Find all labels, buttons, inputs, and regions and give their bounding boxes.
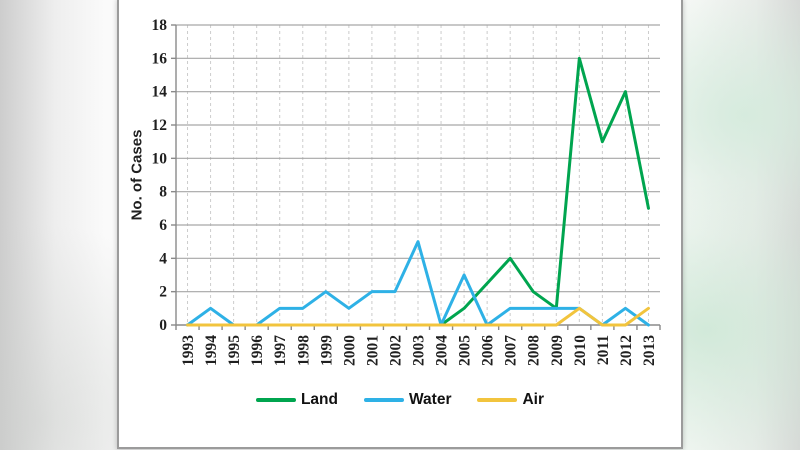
x-tick-label: 2003 [411, 335, 428, 366]
x-tick-label: 1996 [249, 335, 266, 366]
y-tick-label: 14 [152, 84, 168, 101]
legend-label-air: Air [522, 391, 545, 408]
chart-card: 0 2 4 6 8 10 12 14 16 18 1993 1994 1995 1996 1997 1998 1… [117, 0, 683, 449]
series-line-air [186, 306, 650, 327]
x-tick-label: 1997 [272, 335, 289, 366]
x-tick-label: 1994 [203, 335, 220, 366]
x-tick-label: 2007 [503, 335, 520, 366]
x-tick-label: 2008 [526, 335, 543, 366]
legend-swatch-water [363, 398, 404, 402]
x-tick-label: 2001 [364, 335, 381, 366]
x-tick-label: 2009 [549, 335, 566, 366]
x-tick-label: 1995 [226, 335, 243, 366]
y-tick-label: 4 [159, 250, 167, 267]
y-tick-label: 8 [159, 184, 167, 201]
chart-canvas: 0 2 4 6 8 10 12 14 16 18 1993 1994 1995 1996 1997 1998 1… [152, 17, 661, 366]
x-tick-label: 2010 [572, 335, 589, 366]
x-tick-label: 2000 [341, 335, 358, 366]
x-tick-label: 2006 [480, 335, 497, 366]
x-tick-label: 1998 [295, 335, 312, 366]
y-tick-label: 0 [159, 317, 167, 334]
legend-label-land: Land [300, 391, 338, 408]
y-axis-title: No. of Cases [128, 129, 146, 221]
x-tick-label: 2002 [387, 335, 404, 366]
x-tick-label: 1999 [318, 335, 335, 366]
legend-item-water: Water [363, 391, 452, 409]
series-line-water [186, 240, 650, 327]
y-tick-label: 12 [152, 117, 168, 134]
x-tick-label: 2005 [457, 335, 474, 366]
y-tick-label: 2 [159, 284, 167, 301]
x-tick-label: 1993 [180, 335, 197, 366]
legend-item-air: Air [477, 391, 544, 409]
x-tick-label: 2011 [595, 335, 612, 365]
y-tick-label: 16 [152, 50, 168, 67]
x-tick-label: 2012 [618, 335, 635, 366]
chart-legend: Land Water Air [119, 391, 681, 409]
y-tick-label: 6 [159, 217, 167, 234]
x-tick-label: 2004 [434, 335, 451, 366]
legend-item-land: Land [255, 391, 338, 409]
y-tick-label: 18 [152, 17, 168, 34]
legend-swatch-air [477, 398, 518, 402]
x-tick-label: 2013 [641, 335, 658, 366]
legend-label-water: Water [408, 391, 452, 408]
legend-swatch-land [255, 398, 296, 402]
y-tick-label: 10 [152, 150, 168, 167]
